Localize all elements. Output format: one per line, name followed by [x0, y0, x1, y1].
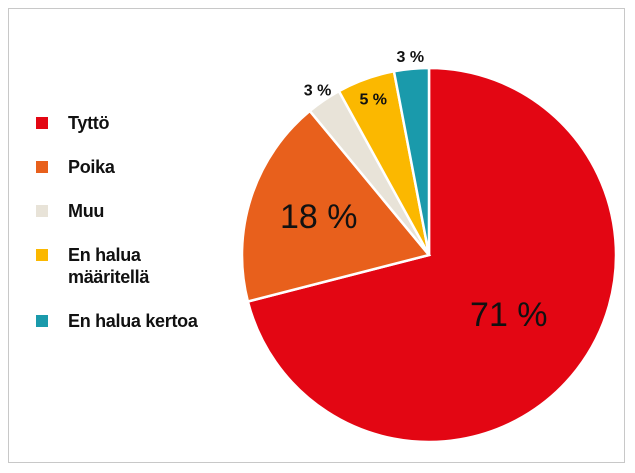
- legend: Tyttö Poika Muu En halua määritellä En halua…: [36, 112, 201, 354]
- legend-item: En halua kertoa: [36, 310, 201, 332]
- data-label: 5 %: [359, 91, 387, 108]
- legend-item: Tyttö: [36, 112, 201, 134]
- frame: [8, 8, 625, 463]
- legend-label: En halua kertoa: [68, 311, 198, 331]
- data-label: 3 %: [397, 49, 425, 66]
- legend-swatch: [36, 315, 48, 327]
- data-label: 18 %: [280, 198, 358, 236]
- pie-slice: [392, 66, 431, 256]
- data-label: 3 %: [304, 82, 332, 99]
- legend-item: En halua määritellä: [36, 244, 201, 288]
- pie-slice: [246, 66, 618, 444]
- legend-item: Muu: [36, 200, 201, 222]
- pie-slice: [240, 109, 432, 304]
- legend-label: Tyttö: [68, 113, 110, 133]
- legend-swatch: [36, 161, 48, 173]
- legend-swatch: [36, 249, 48, 261]
- legend-item: Poika: [36, 156, 201, 178]
- legend-swatch: [36, 205, 48, 217]
- legend-label: En halua määritellä: [68, 245, 150, 287]
- data-label: 71 %: [470, 296, 548, 334]
- legend-label: Poika: [68, 157, 115, 177]
- legend-swatch: [36, 117, 48, 129]
- legend-label: Muu: [68, 201, 105, 221]
